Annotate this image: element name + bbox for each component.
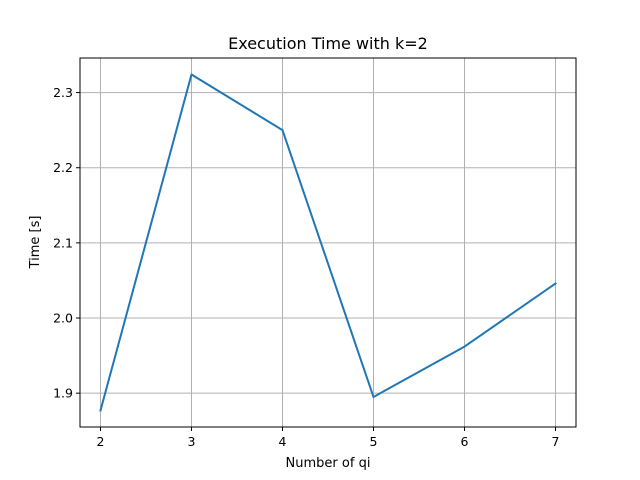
y-axis: 1.9 2.0 2.1 2.2 2.3 bbox=[53, 85, 80, 401]
grid bbox=[80, 58, 576, 427]
y-tick-label: 2.2 bbox=[53, 160, 73, 175]
y-axis-label: Time [s] bbox=[28, 216, 43, 270]
x-tick-label: 7 bbox=[552, 434, 560, 449]
y-tick-label: 1.9 bbox=[53, 386, 73, 401]
series-line bbox=[99, 73, 557, 412]
chart-title: Execution Time with k=2 bbox=[228, 34, 428, 53]
y-tick-label: 2.3 bbox=[53, 85, 73, 100]
x-axis-label: Number of qi bbox=[286, 456, 371, 471]
x-tick-label: 6 bbox=[461, 434, 469, 449]
y-tick-label: 2.1 bbox=[53, 235, 73, 250]
x-tick-label: 2 bbox=[97, 434, 105, 449]
x-tick-label: 3 bbox=[188, 434, 196, 449]
x-axis: 2 3 4 5 6 7 bbox=[97, 427, 560, 449]
x-tick-label: 5 bbox=[370, 434, 378, 449]
series-layer bbox=[99, 73, 557, 412]
x-tick-label: 4 bbox=[279, 434, 287, 449]
y-tick-label: 2.0 bbox=[53, 311, 73, 326]
